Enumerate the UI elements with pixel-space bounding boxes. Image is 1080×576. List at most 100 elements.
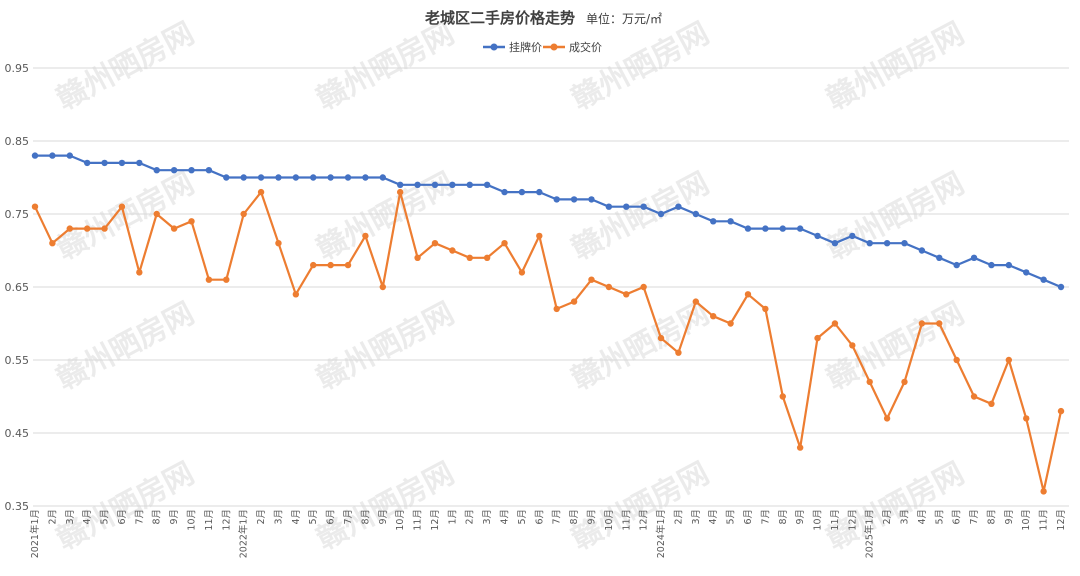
x-tick-label: 4月	[708, 509, 719, 525]
x-tick-label: 11月	[621, 509, 632, 531]
series-1-point	[779, 393, 786, 400]
x-tick-label: 4月	[500, 509, 511, 525]
x-tick-label: 6月	[743, 509, 754, 525]
x-tick-label: 6月	[117, 509, 128, 525]
series-1-point	[936, 320, 943, 327]
series-1-point	[379, 283, 386, 291]
legend-label-deal: 成交价	[569, 40, 602, 54]
y-tick-label: 0.65	[5, 281, 30, 294]
y-tick-label: 0.35	[5, 500, 30, 513]
series-0-point	[675, 203, 682, 210]
watermark-text: 赣州晒房网	[51, 16, 200, 117]
series-1-point	[1040, 488, 1047, 495]
x-tick-label: 5月	[934, 509, 945, 525]
series-1-point	[153, 210, 160, 218]
x-tick-label: 2024年1月	[655, 509, 667, 558]
series-0-point	[710, 218, 717, 225]
x-tick-label: 9月	[586, 509, 597, 525]
x-tick-label: 4月	[82, 509, 93, 525]
x-tick-label: 5月	[517, 509, 528, 525]
series-0-point	[640, 203, 647, 210]
series-1-point	[883, 415, 891, 422]
watermark-text: 赣州晒房网	[311, 456, 460, 557]
series-0-point	[362, 174, 369, 181]
series-0-point	[883, 240, 891, 247]
series-1-point	[136, 269, 143, 276]
y-axis: 0.35 0.45 0.55 0.65 0.75 0.85 0.95	[5, 62, 30, 513]
series-1-point	[553, 305, 560, 313]
x-tick-label: 10月	[1021, 509, 1032, 531]
x-tick-label: 12月	[221, 509, 232, 531]
series-0-point	[431, 181, 439, 188]
x-tick-label: 10月	[813, 509, 824, 531]
series-1-point	[744, 291, 752, 298]
series-1-point	[657, 334, 665, 342]
series-1-point	[170, 225, 178, 232]
series-1-point	[501, 240, 508, 247]
series-0-point	[223, 174, 230, 181]
series-0-point	[762, 225, 769, 232]
series-1-point	[292, 291, 300, 298]
x-tick-label: 4月	[917, 509, 928, 525]
series-1-point	[901, 378, 908, 386]
x-tick-label: 12月	[639, 509, 650, 531]
series-0-point	[918, 247, 926, 254]
series-1-point	[831, 320, 839, 327]
series-0-point	[988, 261, 995, 269]
series-1-point	[518, 269, 526, 276]
x-tick-label: 5月	[726, 509, 737, 525]
series-0-point	[275, 174, 282, 181]
series-1-point	[466, 254, 473, 261]
watermark-text: 赣州晒房网	[311, 16, 460, 117]
series-1-point	[692, 298, 700, 305]
series-0-point	[501, 188, 508, 196]
series-1-point	[188, 218, 195, 225]
legend-item-listing: 挂牌价	[483, 40, 542, 54]
y-tick-label: 0.95	[5, 62, 30, 75]
series-0-point	[970, 254, 978, 261]
x-tick-label: 12月	[1056, 509, 1067, 531]
x-tick-label: 2025年1月	[864, 509, 876, 558]
series-0-point	[379, 174, 386, 181]
x-tick-label: 2022年1月	[238, 509, 250, 558]
series-1-point	[83, 225, 91, 232]
series-0-point	[814, 232, 821, 240]
series-0-point	[866, 240, 873, 247]
series-1-point	[396, 188, 404, 196]
series-0-point	[744, 225, 752, 232]
x-tick-label: 3月	[691, 509, 702, 525]
y-tick-label: 0.45	[5, 427, 30, 440]
series-1-point	[1023, 415, 1030, 422]
series-0-point	[31, 152, 39, 159]
series-0-point	[849, 232, 856, 240]
series-1-point	[118, 203, 126, 210]
x-tick-label: 6月	[534, 509, 545, 525]
series-1-point	[327, 261, 334, 269]
x-tick-label: 11月	[204, 509, 215, 531]
x-tick-label: 2月	[882, 509, 893, 525]
x-tick-label: 1月	[447, 509, 458, 525]
series-1-point	[970, 393, 978, 400]
x-tick-label: 6月	[326, 509, 337, 525]
series-0-point	[796, 225, 804, 232]
watermark-text: 赣州晒房网	[51, 296, 200, 397]
series-0-point	[1040, 276, 1047, 283]
x-tick-label: 3月	[482, 509, 493, 525]
watermark-text: 赣州晒房网	[51, 456, 200, 557]
watermark-text: 赣州晒房网	[566, 16, 715, 117]
series-0-point	[901, 240, 908, 247]
series-0-point	[483, 181, 491, 188]
x-tick-label: 9月	[1004, 509, 1015, 525]
series-0-point	[449, 181, 456, 188]
series-1-point	[866, 378, 873, 386]
series-0-point	[692, 210, 700, 218]
series-0-point	[101, 159, 108, 167]
series-1-point	[727, 320, 734, 327]
x-tick-label: 4月	[291, 509, 302, 525]
x-axis: 2021年1月 2月 3月 4月 5月 6月 7月 8月 9月 10月 11月 12月 2022年1月 2…	[29, 509, 1067, 558]
series-1-point	[310, 261, 317, 269]
unit-label: 单位：万元/㎡	[586, 11, 662, 26]
series-1-point	[570, 298, 578, 305]
x-tick-label: 2月	[47, 509, 58, 525]
series-0-point	[536, 188, 543, 196]
